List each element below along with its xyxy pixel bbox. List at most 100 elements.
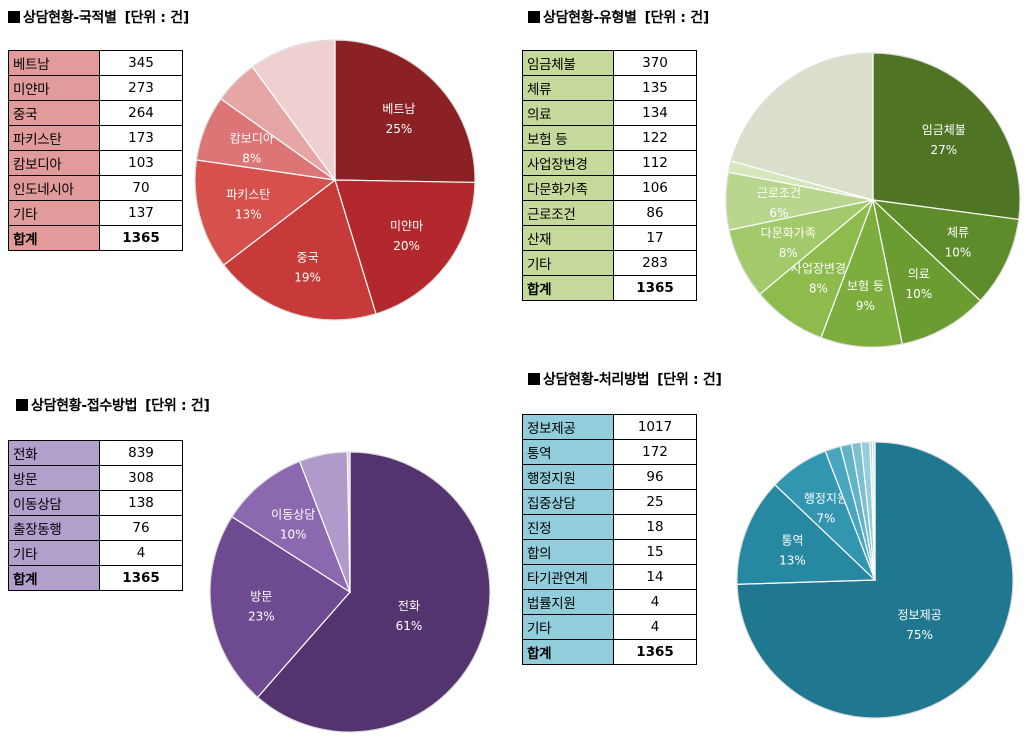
row-value: 15 (613, 539, 697, 565)
row-label: 임금체불 (522, 50, 614, 76)
table-row: 이동상담 138 (8, 490, 183, 516)
row-label: 합의 (522, 539, 614, 565)
slice-percent-label: 20% (393, 239, 420, 253)
row-value: 106 (613, 175, 697, 201)
slice-name-label: 통역 (781, 533, 803, 547)
slice-percent-label: 13% (779, 553, 806, 567)
row-label: 방문 (8, 465, 100, 491)
table-row: 산재 17 (522, 225, 697, 251)
row-value: 370 (613, 50, 697, 76)
table-row: 사업장변경 112 (522, 150, 697, 176)
table-row: 합의 15 (522, 539, 697, 565)
slice-percent-label: 8% (779, 246, 798, 260)
slice-name-label: 파키스탄 (226, 188, 270, 202)
slice-percent-label: 6% (769, 206, 788, 220)
row-value: 283 (613, 250, 697, 276)
row-label: 합계 (522, 639, 614, 665)
row-value: 25 (613, 489, 697, 515)
row-label: 집중상담 (522, 489, 614, 515)
row-value: 1365 (613, 275, 697, 301)
title-handling: 상담현황-처리방법 [단위 : 건] (528, 369, 722, 389)
unit-label: [단위 : 건] (657, 372, 722, 388)
title-type: 상담현황-유형별 [단위 : 건] (528, 7, 709, 27)
row-label: 합계 (8, 565, 100, 591)
square-bullet-icon (16, 399, 28, 411)
slice-percent-label: 8% (242, 152, 261, 166)
row-label: 출장동행 (8, 515, 100, 541)
table-row: 법률지원 4 (522, 589, 697, 615)
slice-percent-label: 25% (386, 122, 413, 136)
row-label: 베트남 (8, 50, 100, 76)
row-label: 의료 (522, 100, 614, 126)
row-value: 308 (99, 465, 183, 491)
table-row: 파키스탄 173 (8, 125, 183, 151)
row-value: 345 (99, 50, 183, 76)
row-label: 타기관연계 (522, 564, 614, 590)
table-row: 정보제공 1017 (522, 414, 697, 440)
pie-outline (736, 441, 1014, 719)
row-label: 기타 (522, 614, 614, 640)
row-label: 근로조건 (522, 200, 614, 226)
slice-percent-label: 75% (906, 628, 933, 642)
slice-name-label: 임금체불 (922, 123, 966, 137)
row-label: 인도네시아 (8, 175, 100, 201)
row-value: 839 (99, 440, 183, 466)
pie-outline (194, 39, 476, 321)
pie-slice (222, 178, 377, 321)
table-row: 체류 135 (522, 75, 697, 101)
chart-title: 상담현황-유형별 (543, 10, 637, 26)
slice-name-label: 이동상담 (271, 508, 315, 522)
row-label: 다문화가족 (522, 175, 614, 201)
table-row: 기타 137 (8, 200, 183, 226)
slice-name-label: 중국 (297, 250, 319, 264)
slice-name-label: 체류 (947, 225, 969, 239)
slice-name-label: 보험 등 (847, 279, 884, 293)
row-value: 264 (99, 100, 183, 126)
pie-slice (871, 441, 876, 581)
row-label: 체류 (522, 75, 614, 101)
row-value: 1365 (613, 639, 697, 665)
table-row: 타기관연계 14 (522, 564, 697, 590)
slice-name-label: 정보제공 (898, 608, 942, 622)
table-row: 캄보디아 103 (8, 150, 183, 176)
row-value: 4 (99, 540, 183, 566)
row-value: 1365 (99, 565, 183, 591)
slice-percent-label: 13% (235, 208, 262, 222)
pie-slice (872, 198, 982, 345)
pie-outline (725, 52, 1021, 348)
slice-name-label: 전화 (398, 599, 420, 613)
row-value: 1365 (99, 225, 183, 251)
table-row: 베트남 345 (8, 50, 183, 76)
pie-slice (209, 515, 351, 699)
chart-title: 상담현황-국적별 (23, 10, 117, 26)
row-label: 합계 (522, 275, 614, 301)
slice-percent-label: 7% (816, 512, 835, 526)
title-nationality: 상담현황-국적별 [단위 : 건] (8, 7, 189, 27)
table-row: 통역 172 (522, 439, 697, 465)
table-row: 행정지원 96 (522, 464, 697, 490)
slice-percent-label: 27% (930, 143, 957, 157)
pie-slice (334, 39, 476, 184)
slice-name-label: 근로조건 (757, 186, 801, 200)
table-method: 전화 839 방문 308 이동상담 138 출장동행 76 기타 4 합계 1365 (8, 440, 183, 591)
pie-slice (334, 179, 476, 315)
pie-slice (730, 52, 874, 201)
row-label: 진정 (522, 514, 614, 540)
row-label: 산재 (522, 225, 614, 251)
square-bullet-icon (528, 373, 540, 385)
chart-title: 상담현황-처리방법 (543, 372, 650, 388)
unit-label: [단위 : 건] (124, 10, 190, 26)
row-label: 법률지원 (522, 589, 614, 615)
pie-slice (872, 52, 1021, 221)
row-value: 18 (613, 514, 697, 540)
row-label: 전화 (8, 440, 100, 466)
pie-slice (194, 159, 337, 266)
table-row: 보험 등 122 (522, 125, 697, 151)
pie-chart-type: 임금체불 27% 체류 10% 의료 10% 보험 등 9% 사업장변경 8% 다문화가족 8% 근로조… (725, 52, 1021, 348)
row-label: 통역 (522, 439, 614, 465)
chart-title: 상담현황-접수방법 (31, 398, 138, 414)
pie-outline (209, 451, 491, 733)
pie-slice (251, 39, 336, 182)
row-value: 134 (613, 100, 697, 126)
row-label: 캄보디아 (8, 150, 100, 176)
